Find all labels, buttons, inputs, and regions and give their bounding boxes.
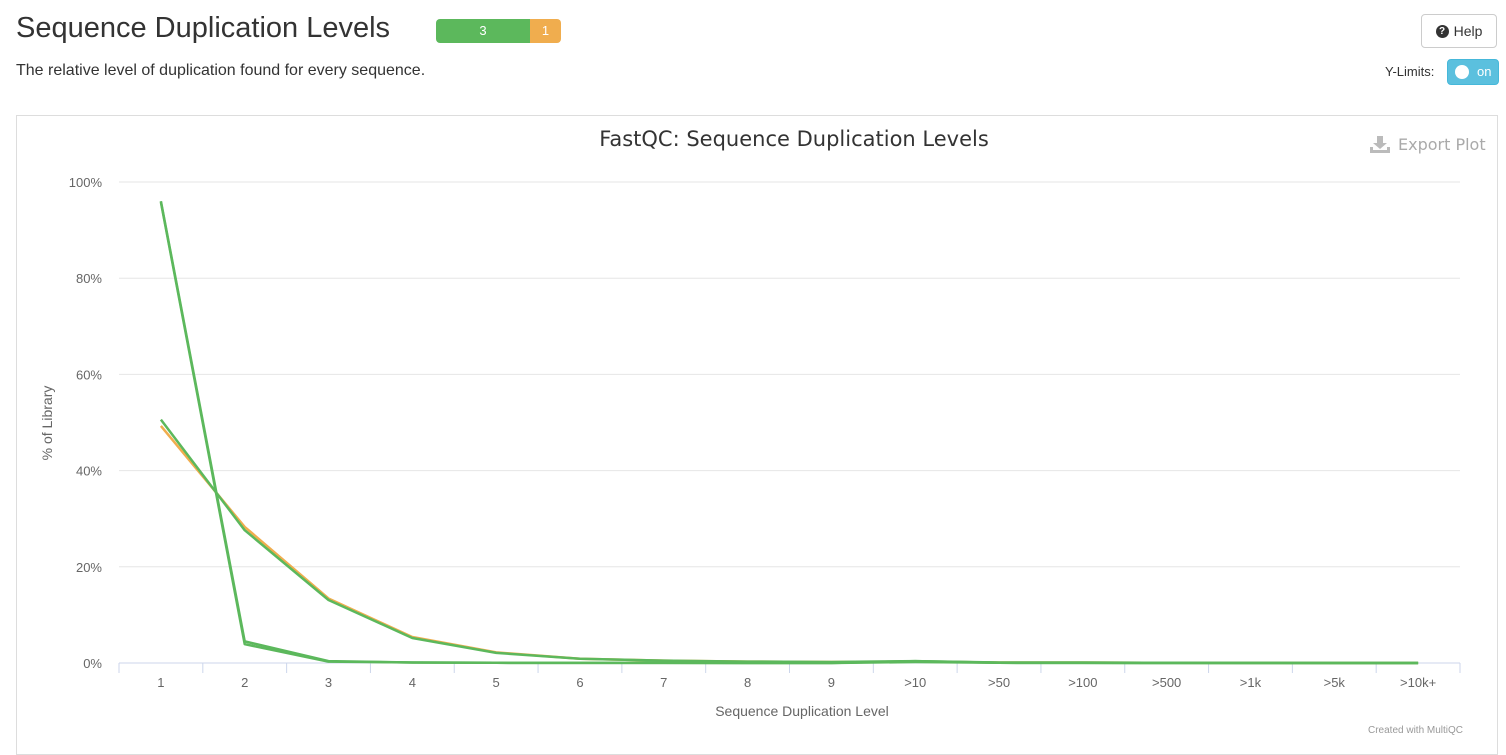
x-tick-label: 9 <box>828 675 835 690</box>
ylimits-toggle[interactable]: on <box>1447 59 1499 85</box>
toggle-label: on <box>1477 64 1492 79</box>
download-icon <box>1370 135 1390 153</box>
export-plot-button[interactable]: Export Plot <box>1369 135 1486 154</box>
question-circle-icon: ? <box>1435 24 1449 38</box>
status-warn-count[interactable]: 1 <box>530 19 561 43</box>
y-tick-label: 60% <box>76 367 102 382</box>
toggle-knob <box>1455 65 1469 79</box>
export-plot-label: Export Plot <box>1398 135 1486 154</box>
x-tick-label: >5k <box>1324 675 1346 690</box>
x-tick-label: 1 <box>157 675 164 690</box>
x-tick-label: 7 <box>660 675 667 690</box>
x-tick-label: 3 <box>325 675 332 690</box>
help-button-label: Help <box>1453 23 1483 39</box>
x-tick-label: >100 <box>1068 675 1097 690</box>
y-tick-label: 40% <box>76 464 102 479</box>
x-tick-label: >50 <box>988 675 1010 690</box>
x-tick-label: >1k <box>1240 675 1262 690</box>
x-tick-label: >10 <box>904 675 926 690</box>
section-description: The relative level of duplication found … <box>16 62 426 79</box>
ylimits-label: Y-Limits: <box>1385 64 1435 79</box>
series-layer <box>159 200 1419 665</box>
x-tick-label: 5 <box>493 675 500 690</box>
x-tick-label: 4 <box>409 675 416 690</box>
y-tick-label: 20% <box>76 560 102 575</box>
x-axis-title: Sequence Duplication Level <box>715 703 889 719</box>
series-line-3[interactable] <box>159 200 1419 665</box>
x-tick-label: 6 <box>576 675 583 690</box>
series-line-2[interactable] <box>159 418 1419 665</box>
line-chart: FastQC: Sequence Duplication Levels 0% 20… <box>39 127 1461 719</box>
series-line-1[interactable] <box>159 425 1419 665</box>
y-tick-label: 80% <box>76 271 102 286</box>
grid-layer <box>119 181 1460 568</box>
chart-title: FastQC: Sequence Duplication Levels <box>599 127 989 151</box>
help-button[interactable]: ? Help <box>1421 14 1497 48</box>
x-tick-label: 8 <box>744 675 751 690</box>
page-title: Sequence Duplication Levels <box>16 12 391 44</box>
series-line-4[interactable] <box>159 201 1419 665</box>
x-tick-label: 2 <box>241 675 248 690</box>
y-axis-title: % of Library <box>39 386 55 461</box>
y-tick-label: 0% <box>83 656 102 671</box>
y-tick-label: 100% <box>69 175 103 190</box>
x-tick-label: >10k+ <box>1400 675 1436 690</box>
axis-layer: 0% 20% 40% 60% 80% 100% 1 2 3 4 5 6 7 8 9 >10 >50 >100 >50… <box>69 175 1461 690</box>
status-bar: 3 1 <box>436 19 561 43</box>
x-tick-label: >500 <box>1152 675 1181 690</box>
status-pass-count[interactable]: 3 <box>436 19 530 43</box>
credits-text: Created with MultiQC <box>1368 725 1464 736</box>
